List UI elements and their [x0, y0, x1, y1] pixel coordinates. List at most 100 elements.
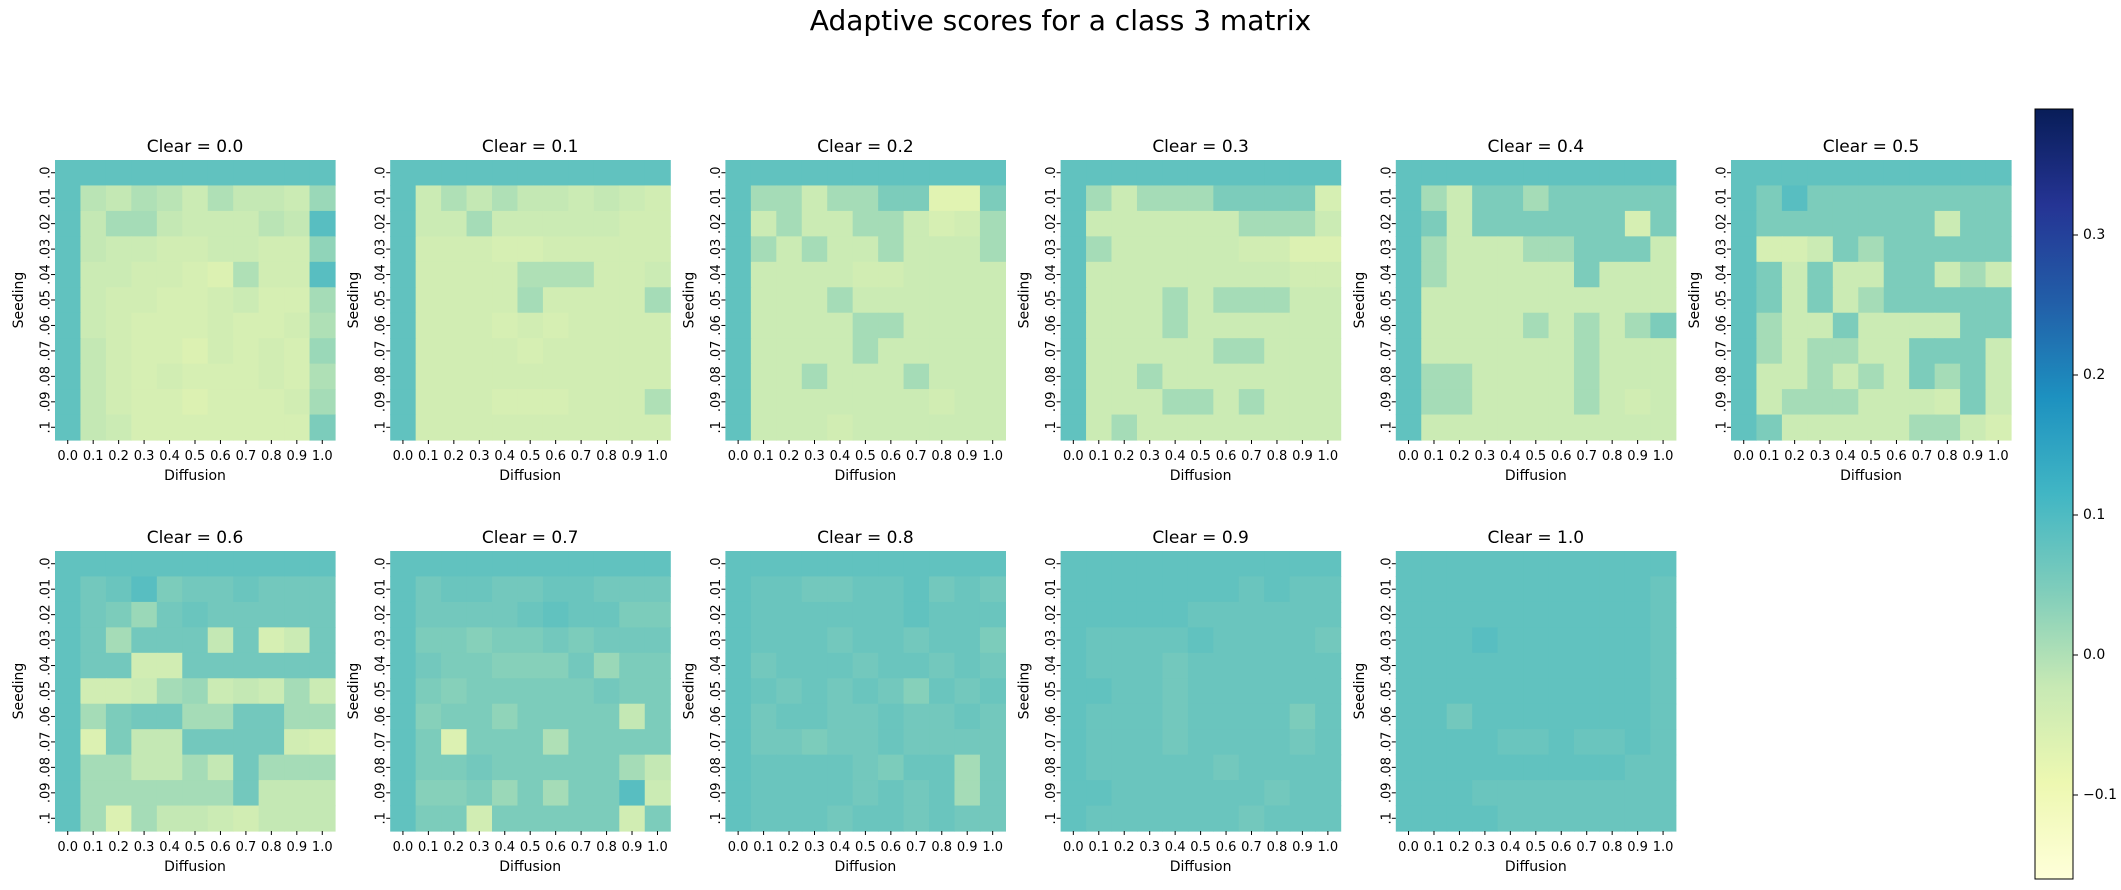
heatmap-cell: [492, 363, 519, 390]
heatmap-cell: [55, 652, 82, 679]
heatmap-cell: [1573, 754, 1601, 781]
heatmap-cell: [801, 363, 828, 390]
heatmap-cell: [1136, 389, 1164, 416]
heatmap-cell: [1187, 652, 1214, 679]
y-tick-label: .0: [1044, 167, 1059, 179]
heatmap-cell: [1060, 805, 1087, 832]
y-axis-label: Seeding: [11, 272, 27, 329]
y-tick-label: .1: [1715, 421, 1730, 433]
heatmap-cell: [1395, 363, 1422, 390]
y-tick-label: .0: [374, 167, 389, 179]
heatmap-cell: [1548, 312, 1575, 339]
heatmap-cell: [801, 185, 828, 212]
x-tick-label: 0.3: [1139, 449, 1160, 464]
heatmap-cell: [1472, 652, 1499, 679]
heatmap-cell: [801, 261, 828, 288]
heatmap-cell: [105, 312, 132, 339]
y-tick-label: .05: [709, 681, 724, 702]
heatmap-cell: [1289, 678, 1316, 705]
heatmap-cell: [131, 729, 158, 756]
heatmap-cell: [1289, 754, 1316, 781]
heatmap-cell: [619, 780, 646, 807]
heatmap-cell: [1599, 551, 1626, 578]
heatmap-cell: [492, 601, 519, 628]
heatmap-cell: [1421, 185, 1448, 212]
heatmap-cell: [542, 805, 569, 832]
heatmap-cell: [1238, 363, 1265, 390]
heatmap-cell: [725, 363, 752, 390]
heatmap-cell: [593, 261, 620, 288]
heatmap-cell: [929, 160, 956, 187]
heatmap-cell: [207, 601, 234, 628]
heatmap-cell: [568, 287, 595, 314]
heatmap-cell: [542, 287, 569, 314]
heatmap-cell: [1650, 551, 1677, 578]
heatmap-cell: [233, 729, 260, 756]
heatmap-cell: [80, 601, 107, 628]
heatmap-cell: [1548, 729, 1575, 756]
heatmap-cell: [1548, 363, 1575, 390]
y-axis-label: Seeding: [346, 663, 362, 720]
heatmap-cell: [517, 805, 544, 832]
heatmap-cell: [1421, 363, 1448, 390]
heatmap-cell: [1599, 576, 1626, 603]
heatmap-cell: [1985, 160, 2012, 187]
y-tick-label: .02: [39, 213, 54, 234]
heatmap-cell: [1934, 185, 1961, 212]
heatmap-cell: [1934, 261, 1961, 288]
heatmap-cell: [492, 551, 519, 578]
heatmap-cell: [878, 236, 905, 263]
heatmap-cell: [1264, 160, 1291, 187]
heatmap-cell: [207, 627, 234, 654]
heatmap-cell: [207, 780, 234, 807]
heatmap-cell: [1909, 287, 1936, 314]
heatmap-cell: [466, 312, 493, 339]
heatmap-cell: [878, 652, 905, 679]
heatmap-cell: [1573, 678, 1601, 705]
x-tick-label: 0.0: [393, 840, 414, 855]
heatmap-cell: [954, 754, 981, 781]
x-tick-label: 0.3: [1139, 840, 1160, 855]
heatmap-cell: [1187, 805, 1214, 832]
heatmap-cell: [1264, 805, 1291, 832]
heatmap-cell: [1315, 160, 1342, 187]
heatmap-cell: [258, 551, 285, 578]
heatmap-cell: [258, 236, 285, 263]
heatmap-cell: [1315, 236, 1342, 263]
panel-title: Clear = 1.0: [1488, 528, 1585, 548]
heatmap-cell: [131, 338, 158, 365]
heatmap-cell: [1264, 363, 1291, 390]
y-tick-label: .03: [374, 630, 389, 651]
heatmap-cell: [1573, 414, 1601, 441]
heatmap-cell: [1573, 576, 1601, 603]
y-tick-label: .08: [1379, 757, 1394, 778]
heatmap-cell: [309, 627, 336, 654]
heatmap-cell: [258, 338, 285, 365]
heatmap-cell: [1909, 312, 1936, 339]
x-tick-label: 0.4: [159, 449, 180, 464]
heatmap-cell: [492, 754, 519, 781]
heatmap-cell: [309, 236, 336, 263]
heatmap-cell: [258, 160, 285, 187]
heatmap-cell: [750, 210, 777, 237]
heatmap-cell: [1289, 780, 1316, 807]
heatmap-cell: [852, 236, 879, 263]
y-tick-label: .04: [39, 264, 54, 285]
heatmap-cell: [1136, 678, 1164, 705]
heatmap-cell: [1497, 754, 1524, 781]
heatmap-cell: [1289, 160, 1316, 187]
heatmap-cell: [233, 551, 260, 578]
heatmap-cell: [1909, 414, 1936, 441]
heatmap-cell: [1472, 754, 1499, 781]
heatmap-cell: [207, 160, 234, 187]
heatmap-cell: [1599, 805, 1626, 832]
heatmap-cell: [568, 627, 595, 654]
heatmap-cell: [1421, 261, 1448, 288]
heatmap-cell: [929, 389, 956, 416]
heatmap-cell: [105, 576, 132, 603]
x-tick-label: 1.0: [1653, 449, 1674, 464]
heatmap-cell: [1599, 678, 1626, 705]
heatmap-cell: [619, 652, 646, 679]
colorbar-gradient: [2034, 108, 2074, 880]
heatmap-cell: [852, 551, 879, 578]
